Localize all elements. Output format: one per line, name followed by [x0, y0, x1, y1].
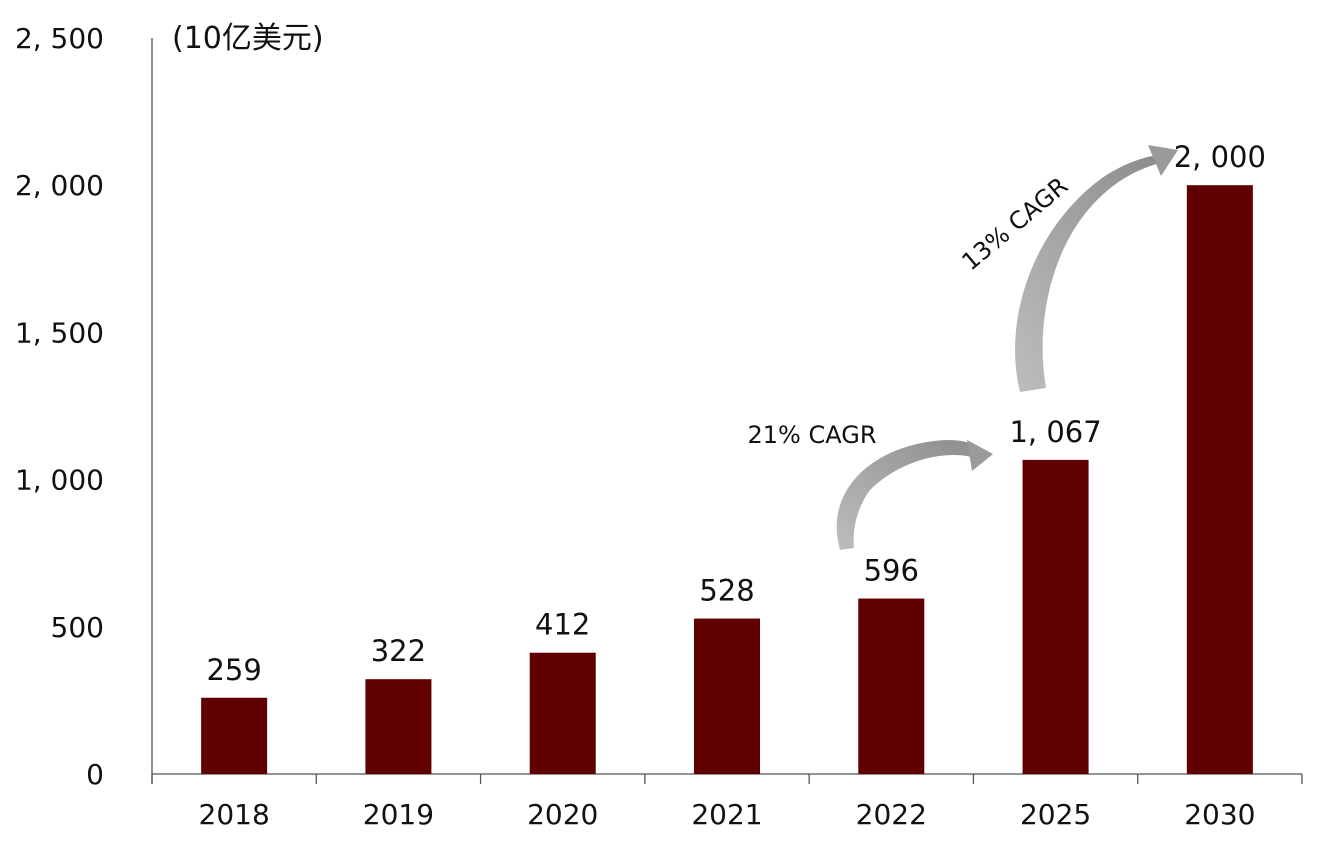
bar-2022 — [858, 598, 925, 774]
y-tick-label: 1, 500 — [15, 316, 104, 349]
x-tick-label-2018: 2018 — [199, 798, 270, 831]
y-axis: 0 500 1, 000 1, 500 2, 000 2, 500 — [15, 22, 153, 791]
x-tick-label-2020: 2020 — [527, 798, 598, 831]
data-label-2020: 412 — [535, 608, 590, 642]
bar-2030 — [1186, 185, 1253, 774]
unit-label: (10亿美元) — [172, 21, 324, 56]
bar-2019 — [365, 679, 432, 774]
data-label-2019: 322 — [371, 634, 426, 668]
y-tick-label: 2, 000 — [15, 169, 104, 202]
y-tick-label: 2, 500 — [15, 22, 104, 55]
data-label-2030: 2, 000 — [1174, 140, 1266, 174]
cagr-arrowhead-1 — [967, 440, 993, 471]
y-tick-label: 0 — [86, 758, 104, 791]
bar-2021 — [694, 618, 760, 774]
bar-2018 — [201, 697, 268, 774]
cagr-arrow-2 — [1015, 155, 1160, 392]
x-tick-label-2030: 2030 — [1184, 798, 1255, 831]
y-tick-label: 500 — [51, 611, 104, 644]
cagr-arrowhead-2 — [1148, 145, 1178, 176]
data-label-2025: 1, 067 — [1009, 415, 1101, 449]
y-tick-label: 1, 000 — [15, 464, 104, 497]
x-tick-label-2022: 2022 — [856, 798, 927, 831]
cagr-arrow-1 — [836, 440, 984, 550]
data-label-2022: 596 — [864, 554, 919, 588]
x-tick-label-2025: 2025 — [1020, 798, 1091, 831]
x-tick-label-2021: 2021 — [691, 798, 762, 831]
bars: 259 322 412 528 596 1, 067 2, 000 — [201, 140, 1266, 774]
data-label-2018: 259 — [206, 653, 261, 687]
x-tick-label-2019: 2019 — [363, 798, 434, 831]
bar-2020 — [529, 652, 596, 774]
data-label-2021: 528 — [699, 574, 754, 608]
cagr-label-1: 21% CAGR — [748, 421, 877, 449]
bar-2025 — [1022, 459, 1089, 774]
x-axis: 2018 2019 2020 2021 2022 2025 2030 — [151, 773, 1303, 831]
